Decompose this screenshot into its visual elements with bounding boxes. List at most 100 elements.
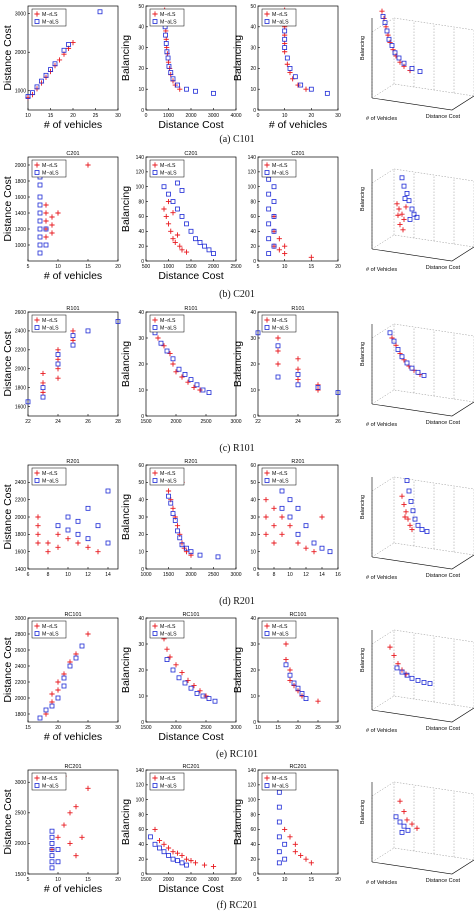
data-point bbox=[49, 865, 55, 871]
data-point bbox=[279, 531, 285, 537]
y-tick-label: 1400 bbox=[15, 567, 26, 573]
data-point bbox=[275, 343, 281, 349]
x-tick-label: 1500 bbox=[163, 572, 174, 578]
data-point bbox=[170, 236, 176, 242]
x-tick-label: 2000 bbox=[170, 725, 181, 731]
y-tick-label: 1400 bbox=[15, 211, 26, 217]
x-tick-label: 5 bbox=[257, 264, 260, 270]
x-tick-label: 16 bbox=[335, 572, 341, 578]
data-point bbox=[48, 67, 53, 72]
x-tick-label: 6 bbox=[27, 572, 30, 578]
y-tick-label: 3000 bbox=[15, 616, 26, 622]
x-tick-label: 6 bbox=[257, 572, 260, 578]
y-tick-label: 1200 bbox=[15, 227, 26, 233]
data-point bbox=[182, 680, 188, 686]
data-point bbox=[179, 214, 185, 219]
data-point bbox=[65, 536, 71, 542]
data-point bbox=[292, 74, 298, 80]
data-point bbox=[401, 60, 407, 66]
data-point bbox=[172, 239, 178, 246]
data-point bbox=[386, 36, 392, 42]
legend-marker-mrls bbox=[264, 162, 270, 168]
data-point bbox=[105, 540, 111, 546]
series-mals bbox=[49, 828, 61, 871]
data-point bbox=[85, 536, 91, 542]
z-axis-label: Balancing bbox=[360, 187, 366, 211]
x-tick-label: 2500 bbox=[230, 264, 241, 270]
x-tick-label: 10 bbox=[255, 725, 261, 731]
chart-r1-c1: 500 1000 1500 2000 2500 0 20 40 60 80 100 120 140 C20… bbox=[120, 151, 242, 282]
data-point bbox=[276, 804, 282, 810]
data-point bbox=[380, 13, 386, 19]
data-point bbox=[263, 531, 269, 537]
legend-marker-mals bbox=[34, 631, 40, 636]
legend-marker-mrls bbox=[264, 470, 270, 476]
data-point bbox=[411, 211, 417, 217]
data-point bbox=[201, 862, 208, 868]
data-point bbox=[287, 66, 293, 71]
y-tick-label: 40 bbox=[250, 497, 256, 503]
floor-back bbox=[371, 234, 474, 250]
legend-marker-mals bbox=[152, 478, 158, 483]
data-point bbox=[200, 387, 206, 393]
y-tick-label: 30 bbox=[250, 336, 256, 342]
data-point bbox=[168, 228, 174, 234]
data-point bbox=[161, 841, 167, 847]
data-point bbox=[61, 675, 67, 681]
legend-label-mrls: M−rLS bbox=[42, 471, 58, 477]
x-tick-label: 10 bbox=[25, 113, 31, 119]
series-mals bbox=[399, 175, 420, 222]
x-tick-label: 3000 bbox=[230, 419, 241, 425]
data-point bbox=[404, 360, 410, 366]
data-point bbox=[197, 387, 203, 393]
x-tick-label: 24 bbox=[295, 419, 301, 425]
x-tick-label: 26 bbox=[85, 419, 91, 425]
legend-label-mrls: M−rLS bbox=[272, 318, 288, 324]
chart3d-r4-c3: Balancing # of Vehicles Distance Cost bbox=[360, 629, 474, 734]
series-mrls bbox=[263, 497, 325, 555]
y-tick-label: 50 bbox=[138, 480, 144, 486]
legend-box bbox=[149, 620, 185, 639]
series-mrls bbox=[399, 493, 415, 533]
data-point bbox=[409, 526, 415, 533]
series-mals bbox=[283, 662, 309, 701]
y-tick-label: 40 bbox=[138, 497, 144, 503]
y-tick-label: 0 bbox=[141, 567, 144, 573]
data-point bbox=[303, 523, 309, 529]
y-tick-label: 60 bbox=[138, 827, 144, 833]
data-point bbox=[161, 343, 167, 349]
data-point bbox=[279, 505, 285, 511]
x-tick-label: 30 bbox=[115, 113, 121, 119]
legend-marker-mrls bbox=[34, 317, 40, 323]
series-mals bbox=[387, 330, 427, 378]
legend-label-mrls: M−rLS bbox=[272, 12, 288, 18]
data-point bbox=[276, 860, 282, 866]
legend-marker-mrls bbox=[264, 317, 270, 323]
x-tick-label: 5 bbox=[257, 877, 260, 883]
y-tick-label: 120 bbox=[136, 170, 145, 176]
data-point bbox=[65, 514, 71, 520]
data-point bbox=[191, 384, 197, 390]
legend-marker-mals bbox=[152, 19, 158, 24]
data-point bbox=[382, 20, 388, 26]
legend: M−rLS M−aLS bbox=[261, 772, 297, 791]
z-axis-label: Balancing bbox=[360, 495, 366, 519]
series-mals bbox=[55, 488, 111, 546]
data-point bbox=[303, 545, 309, 551]
legend-marker-mals bbox=[152, 325, 158, 330]
data-point bbox=[170, 356, 176, 362]
data-point bbox=[403, 204, 409, 210]
data-point bbox=[165, 55, 171, 61]
data-point bbox=[275, 374, 281, 380]
x-tick-label: 25 bbox=[85, 725, 91, 731]
legend-label-mrls: M−rLS bbox=[42, 318, 58, 324]
data-point bbox=[399, 175, 405, 181]
legend-label-mrls: M−rLS bbox=[42, 163, 58, 169]
y-tick-label: 20 bbox=[138, 244, 144, 250]
data-point bbox=[401, 823, 407, 829]
y-axis-label: Distance Cost bbox=[2, 484, 14, 549]
series-mrls bbox=[283, 641, 321, 704]
data-point bbox=[168, 70, 174, 75]
chart-title: R201 bbox=[66, 459, 79, 465]
data-point bbox=[405, 516, 411, 522]
